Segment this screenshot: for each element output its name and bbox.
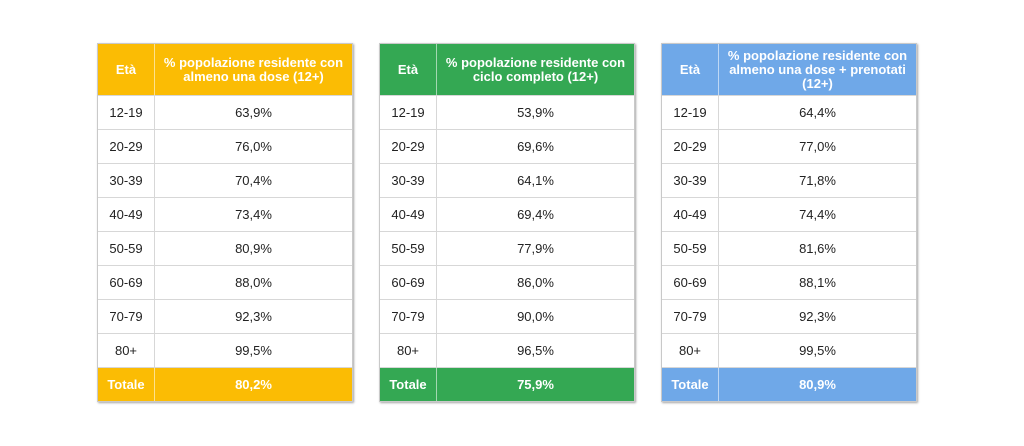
age-cell: 30-39 — [98, 164, 155, 197]
value-cell: 64,1% — [517, 173, 554, 188]
total-label: Totale — [98, 368, 155, 401]
table-row: 30-39 64,1% — [380, 163, 634, 197]
table-row: 60-69 86,0% — [380, 265, 634, 299]
age-cell: 40-49 — [380, 198, 437, 231]
table-row: 80+ 99,5% — [662, 333, 916, 367]
value-cell: 70,4% — [235, 173, 272, 188]
table-row: 60-69 88,1% — [662, 265, 916, 299]
table-header: Età % popolazione residente con almeno u… — [662, 44, 916, 95]
table-row: 40-49 74,4% — [662, 197, 916, 231]
age-cell: 80+ — [98, 334, 155, 367]
age-cell: 60-69 — [380, 266, 437, 299]
table-row: 50-59 77,9% — [380, 231, 634, 265]
age-cell: 80+ — [380, 334, 437, 367]
total-row: Totale 80,9% — [662, 367, 916, 401]
age-cell: 50-59 — [98, 232, 155, 265]
value-cell: 86,0% — [517, 275, 554, 290]
table-ciclo-completo: Età % popolazione residente con ciclo co… — [379, 43, 635, 402]
table-row: 20-29 69,6% — [380, 129, 634, 163]
value-cell: 92,3% — [799, 309, 836, 324]
total-row: Totale 80,2% — [98, 367, 352, 401]
value-cell: 76,0% — [235, 139, 272, 154]
table-row: 70-79 92,3% — [662, 299, 916, 333]
age-cell: 40-49 — [98, 198, 155, 231]
table-row: 80+ 99,5% — [98, 333, 352, 367]
total-value: 75,9% — [517, 377, 554, 392]
header-percent: % popolazione residente con almeno una d… — [163, 54, 344, 84]
age-cell: 70-79 — [380, 300, 437, 333]
age-cell: 70-79 — [662, 300, 719, 333]
value-cell: 88,0% — [235, 275, 272, 290]
age-cell: 12-19 — [662, 96, 719, 129]
age-cell: 12-19 — [380, 96, 437, 129]
value-cell: 69,4% — [517, 207, 554, 222]
total-row: Totale 75,9% — [380, 367, 634, 401]
value-cell: 77,0% — [799, 139, 836, 154]
age-cell: 20-29 — [98, 130, 155, 163]
table-row: 12-19 63,9% — [98, 95, 352, 129]
value-cell: 88,1% — [799, 275, 836, 290]
age-cell: 60-69 — [662, 266, 719, 299]
header-percent: % popolazione residente con ciclo comple… — [445, 54, 626, 84]
table-row: 12-19 53,9% — [380, 95, 634, 129]
table-row: 40-49 73,4% — [98, 197, 352, 231]
value-cell: 73,4% — [235, 207, 272, 222]
value-cell: 80,9% — [235, 241, 272, 256]
table-header: Età % popolazione residente con ciclo co… — [380, 44, 634, 95]
table-almeno-una-dose: Età % popolazione residente con almeno u… — [97, 43, 353, 402]
table-header: Età % popolazione residente con almeno u… — [98, 44, 352, 95]
value-cell: 77,9% — [517, 241, 554, 256]
value-cell: 81,6% — [799, 241, 836, 256]
total-label: Totale — [662, 368, 719, 401]
header-eta: Età — [380, 44, 437, 95]
age-cell: 50-59 — [662, 232, 719, 265]
value-cell: 69,6% — [517, 139, 554, 154]
table-row: 12-19 64,4% — [662, 95, 916, 129]
table-row: 50-59 80,9% — [98, 231, 352, 265]
total-value: 80,2% — [235, 377, 272, 392]
header-eta: Età — [662, 44, 719, 95]
table-row: 20-29 77,0% — [662, 129, 916, 163]
table-dose-prenotati: Età % popolazione residente con almeno u… — [661, 43, 917, 402]
value-cell: 90,0% — [517, 309, 554, 324]
age-cell: 12-19 — [98, 96, 155, 129]
age-cell: 50-59 — [380, 232, 437, 265]
header-eta: Età — [98, 44, 155, 95]
age-cell: 30-39 — [662, 164, 719, 197]
table-row: 20-29 76,0% — [98, 129, 352, 163]
table-row: 40-49 69,4% — [380, 197, 634, 231]
table-row: 50-59 81,6% — [662, 231, 916, 265]
value-cell: 74,4% — [799, 207, 836, 222]
table-row: 80+ 96,5% — [380, 333, 634, 367]
value-cell: 96,5% — [517, 343, 554, 358]
total-value: 80,9% — [799, 377, 836, 392]
age-cell: 60-69 — [98, 266, 155, 299]
age-cell: 20-29 — [380, 130, 437, 163]
age-cell: 20-29 — [662, 130, 719, 163]
table-row: 30-39 71,8% — [662, 163, 916, 197]
header-percent: % popolazione residente con almeno una d… — [727, 47, 908, 91]
total-label: Totale — [380, 368, 437, 401]
value-cell: 64,4% — [799, 105, 836, 120]
table-row: 30-39 70,4% — [98, 163, 352, 197]
age-cell: 70-79 — [98, 300, 155, 333]
value-cell: 53,9% — [517, 105, 554, 120]
value-cell: 99,5% — [235, 343, 272, 358]
value-cell: 63,9% — [235, 105, 272, 120]
value-cell: 71,8% — [799, 173, 836, 188]
age-cell: 30-39 — [380, 164, 437, 197]
value-cell: 99,5% — [799, 343, 836, 358]
age-cell: 40-49 — [662, 198, 719, 231]
table-row: 70-79 92,3% — [98, 299, 352, 333]
value-cell: 92,3% — [235, 309, 272, 324]
table-row: 70-79 90,0% — [380, 299, 634, 333]
table-row: 60-69 88,0% — [98, 265, 352, 299]
age-cell: 80+ — [662, 334, 719, 367]
